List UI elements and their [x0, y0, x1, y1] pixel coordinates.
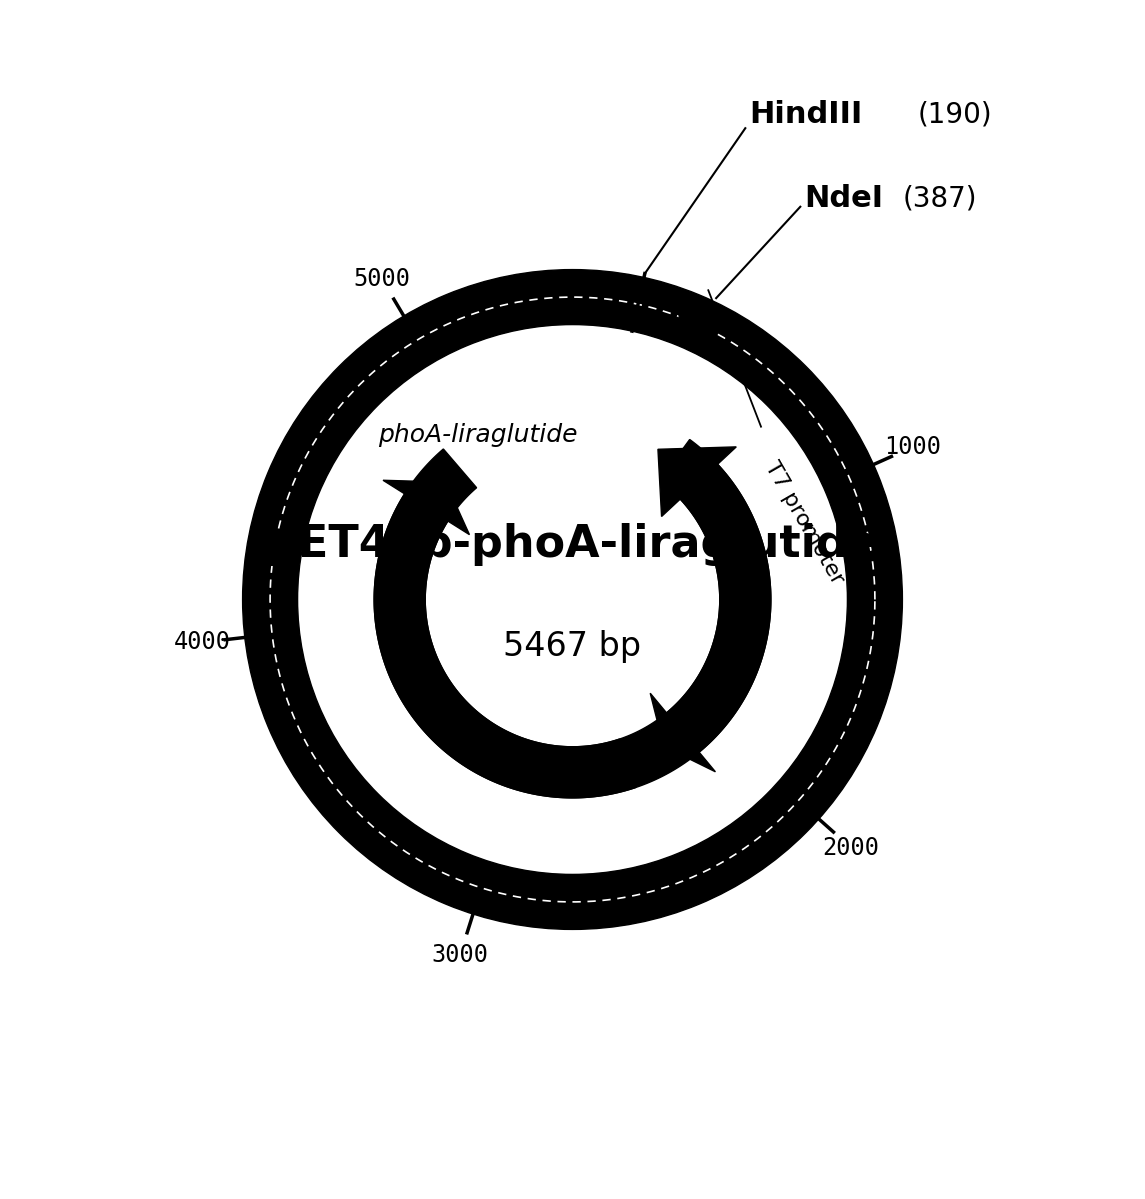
Text: 5467 bp: 5467 bp	[504, 631, 641, 663]
Text: 2000: 2000	[822, 836, 879, 860]
Text: pET40b-phoA-liraglutide: pET40b-phoA-liraglutide	[267, 523, 878, 566]
Text: 3000: 3000	[432, 944, 489, 968]
Text: (387): (387)	[902, 185, 977, 213]
Text: 1000: 1000	[884, 435, 941, 459]
Text: 5000: 5000	[353, 267, 410, 291]
Polygon shape	[658, 447, 736, 517]
Text: (190): (190)	[918, 100, 993, 128]
Text: HindIII: HindIII	[749, 100, 862, 128]
Polygon shape	[660, 440, 771, 752]
Polygon shape	[678, 295, 695, 336]
Text: T7 promoter: T7 promoter	[761, 458, 847, 588]
Text: NdeI: NdeI	[804, 185, 883, 213]
Polygon shape	[682, 305, 720, 338]
Text: phoA-liraglutide: phoA-liraglutide	[379, 422, 578, 446]
Wedge shape	[243, 270, 902, 929]
Polygon shape	[374, 494, 635, 797]
Polygon shape	[650, 693, 716, 772]
Polygon shape	[374, 448, 771, 797]
Polygon shape	[384, 481, 469, 535]
Text: 4000: 4000	[173, 631, 230, 655]
